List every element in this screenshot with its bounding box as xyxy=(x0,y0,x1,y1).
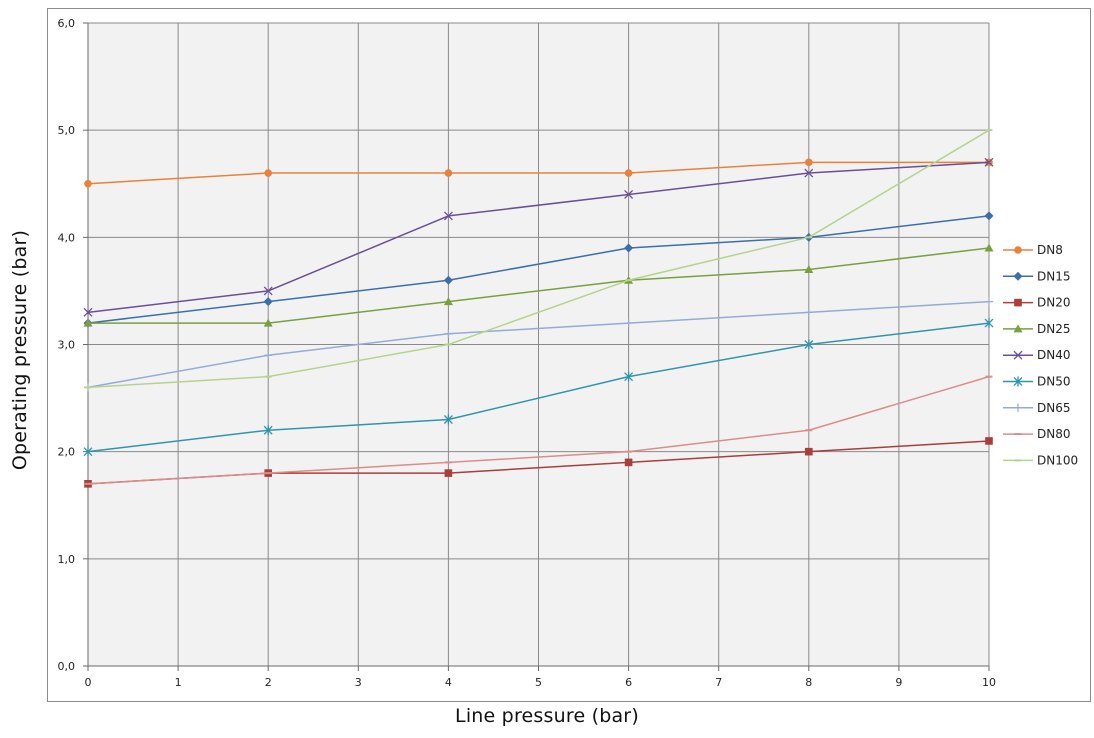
legend-marker-dn50 xyxy=(1013,376,1023,387)
legend-label-dn15: DN15 xyxy=(1037,269,1071,283)
data-point-dn65 xyxy=(264,351,273,360)
data-point-dn40 xyxy=(984,157,994,167)
data-point-dn40 xyxy=(263,286,273,296)
data-point-dn65 xyxy=(444,329,453,338)
data-point-dn50 xyxy=(804,339,814,350)
legend-item-dn80: DN80 xyxy=(1003,427,1071,441)
legend-item-dn20: DN20 xyxy=(1003,296,1071,310)
series-line-dn100 xyxy=(87,129,990,389)
legend-marker-dn25 xyxy=(1013,324,1023,333)
legend-item-dn8: DN8 xyxy=(1003,243,1063,257)
data-point-dn25 xyxy=(804,264,814,273)
x-tick-label: 4 xyxy=(445,676,452,689)
data-point-dn15 xyxy=(984,211,994,221)
legend-marker-dn40 xyxy=(1013,350,1023,360)
data-point-dn15 xyxy=(263,297,273,307)
data-point-dn65 xyxy=(804,308,813,317)
data-point-dn65 xyxy=(624,319,633,328)
x-tick-label: 3 xyxy=(355,676,362,689)
x-tick-label: 0 xyxy=(85,676,92,689)
data-point-dn25 xyxy=(263,318,273,327)
data-point-dn40 xyxy=(804,168,814,178)
legend-item-dn15: DN15 xyxy=(1003,269,1071,283)
data-point-dn8 xyxy=(624,169,633,177)
series-line-dn80 xyxy=(87,375,990,485)
x-tick-label: 1 xyxy=(175,676,182,689)
data-point-dn20 xyxy=(444,469,453,477)
y-tick-label: 1,0 xyxy=(58,553,76,566)
data-point-dn50 xyxy=(443,414,453,425)
series-line-dn50 xyxy=(87,322,990,453)
data-point-dn25 xyxy=(443,297,453,306)
data-point-dn20 xyxy=(805,447,813,456)
legend-label-dn8: DN8 xyxy=(1037,243,1063,257)
series-line-dn65 xyxy=(87,300,990,389)
series-line-dn25 xyxy=(88,247,990,324)
legend-label-dn25: DN25 xyxy=(1037,322,1071,336)
series-dn65 xyxy=(84,297,993,392)
data-point-dn50 xyxy=(83,446,93,457)
legend-label-dn20: DN20 xyxy=(1037,296,1071,310)
legend-label-dn65: DN65 xyxy=(1037,401,1071,415)
legend-marker-dn15 xyxy=(1013,271,1023,281)
series-line-dn8 xyxy=(87,161,989,185)
legend-label-dn40: DN40 xyxy=(1037,348,1071,362)
x-tick-label: 6 xyxy=(625,676,632,689)
chart-frame xyxy=(47,8,1091,702)
x-tick-label: 9 xyxy=(895,676,902,689)
y-tick-label: 6,0 xyxy=(58,17,76,30)
data-point-dn25 xyxy=(984,243,994,252)
x-axis-title: Line pressure (bar) xyxy=(455,705,639,727)
legend-label-dn100: DN100 xyxy=(1037,453,1078,467)
data-point-dn40 xyxy=(624,190,634,199)
series-dn80 xyxy=(84,375,993,485)
y-tick-label: 0,0 xyxy=(58,660,76,673)
legend: DN8 DN15 DN20 DN25 DN40 DN50 DN65 DN80 DN100 xyxy=(1003,243,1078,467)
legend-item-dn25: DN25 xyxy=(1003,322,1071,336)
data-point-dn15 xyxy=(443,275,453,285)
data-point-dn8 xyxy=(805,158,813,167)
legend-marker-dn8 xyxy=(1014,246,1022,254)
x-tick-label: 2 xyxy=(265,676,272,689)
legend-marker-dn20 xyxy=(1014,298,1022,307)
x-tick-label: 5 xyxy=(535,676,542,689)
data-point-dn25 xyxy=(83,318,93,327)
series-lines xyxy=(83,129,994,488)
data-point-dn40 xyxy=(443,211,453,221)
y-axis-title: Operating pressure (bar) xyxy=(9,229,31,471)
y-tick-label: 4,0 xyxy=(58,231,76,244)
legend-item-dn40: DN40 xyxy=(1003,348,1071,362)
y-tick-label: 3,0 xyxy=(58,339,76,352)
y-tick-label: 5,0 xyxy=(58,124,76,137)
legend-item-dn50: DN50 xyxy=(1003,375,1071,389)
series-dn100 xyxy=(84,129,993,389)
series-dn8 xyxy=(84,158,993,188)
legend-label-dn50: DN50 xyxy=(1037,375,1071,389)
x-tick-label: 10 xyxy=(982,676,996,689)
axes: 0 1 2 3 4 5 6 7 8 9 10 0,0 1,0 2,0 3,0 4,0 5,0 6,0 xyxy=(58,17,997,689)
legend-marker-dn65 xyxy=(1014,403,1022,412)
data-point-dn40 xyxy=(83,307,93,317)
legend-item-dn65: DN65 xyxy=(1003,401,1071,415)
data-point-dn15 xyxy=(624,243,634,253)
x-tick-label: 8 xyxy=(805,676,812,689)
series-dn50 xyxy=(83,318,994,457)
legend-label-dn80: DN80 xyxy=(1037,427,1071,441)
data-point-dn50 xyxy=(263,425,273,436)
data-point-dn50 xyxy=(624,371,634,382)
data-point-dn65 xyxy=(985,297,993,306)
data-point-dn50 xyxy=(984,318,994,329)
data-point-dn8 xyxy=(264,169,273,177)
legend-item-dn100: DN100 xyxy=(1003,453,1078,467)
series-line-dn15 xyxy=(87,215,990,324)
data-point-dn8 xyxy=(444,169,453,177)
data-point-dn8 xyxy=(84,179,92,188)
data-point-dn20 xyxy=(985,437,993,445)
y-tick-label: 2,0 xyxy=(58,446,76,459)
series-line-dn40 xyxy=(87,161,990,314)
x-tick-label: 7 xyxy=(715,676,722,689)
series-dn40 xyxy=(83,157,994,317)
data-point-dn20 xyxy=(624,458,633,467)
